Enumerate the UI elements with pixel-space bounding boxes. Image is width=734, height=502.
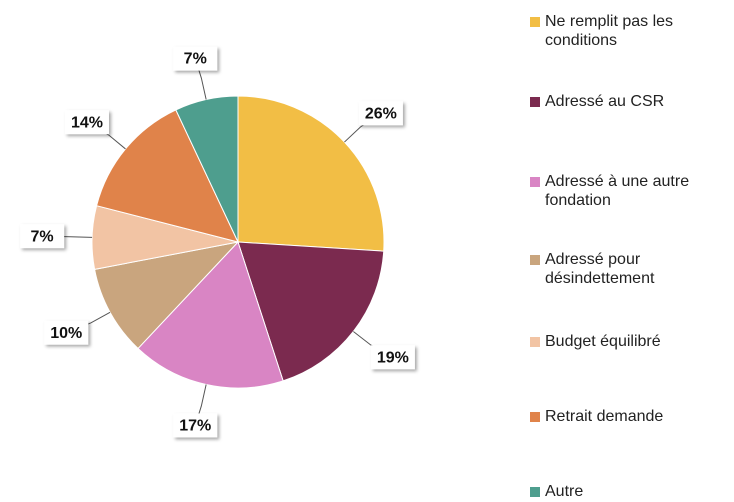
- legend-swatch: [530, 255, 540, 265]
- label-text: 14%: [71, 114, 103, 131]
- pie-slice: [137, 241, 284, 389]
- pie-slice: [175, 95, 239, 243]
- pie-slice: [94, 241, 240, 350]
- data-label: 7%: [173, 46, 218, 71]
- label-box: [20, 224, 65, 249]
- data-label: 14%: [64, 110, 109, 135]
- legend-label: Retrait demande: [545, 408, 664, 425]
- label-text: 10%: [50, 325, 82, 342]
- legend-label: Adressé pour désindettement: [545, 251, 655, 287]
- label-text: 7%: [31, 228, 54, 245]
- legend-item: Adressé au CSR: [530, 92, 730, 111]
- label-text: 17%: [179, 418, 211, 435]
- legend-swatch: [530, 337, 540, 347]
- label-box: [358, 101, 403, 126]
- legend-swatch: [530, 487, 540, 497]
- legend-item: Adressé à une autre fondation: [530, 172, 730, 210]
- legend-swatch: [530, 412, 540, 422]
- label-box: [44, 320, 89, 345]
- legend-item: Budget équilibré: [530, 332, 730, 351]
- legend-label: Budget équilibré: [545, 333, 661, 350]
- data-label: 10%: [44, 320, 89, 345]
- legend-item: Adressé pour désindettement: [530, 250, 730, 288]
- legend-item: Retrait demande: [530, 407, 730, 426]
- legend-label: Adressé à une autre fondation: [545, 173, 690, 209]
- data-label: 26%: [358, 101, 403, 126]
- pie-slice: [237, 241, 385, 382]
- data-label: 19%: [370, 345, 415, 370]
- label-box: [64, 110, 109, 135]
- legend-label: Ne remplit pas les conditions: [545, 13, 674, 49]
- label-text: 19%: [377, 349, 409, 366]
- legend-label: Adressé au CSR: [545, 93, 665, 110]
- legend-label: Autre: [545, 483, 584, 500]
- legend-swatch: [530, 97, 540, 107]
- data-label: 17%: [173, 413, 218, 438]
- label-text: 7%: [184, 51, 207, 68]
- label-text: 26%: [365, 106, 397, 123]
- legend-swatch: [530, 17, 540, 27]
- pie-slice: [95, 109, 239, 243]
- label-box: [370, 345, 415, 370]
- label-box: [173, 46, 218, 71]
- data-label: 7%: [20, 224, 65, 249]
- legend-item: Autre: [530, 482, 730, 501]
- legend-swatch: [530, 177, 540, 187]
- label-box: [173, 413, 218, 438]
- legend-item: Ne remplit pas les conditions: [530, 12, 730, 50]
